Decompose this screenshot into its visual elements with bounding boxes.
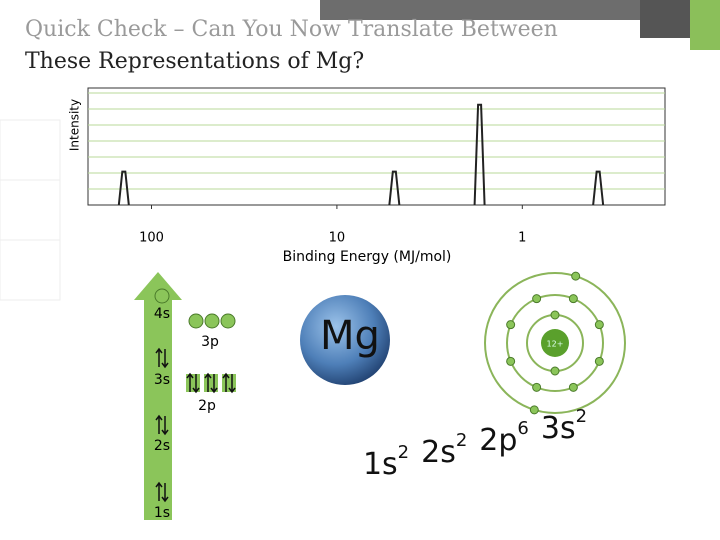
empty-orbital (204, 313, 220, 329)
y-axis-label: Intensity (68, 99, 82, 151)
electron (568, 294, 578, 304)
orbital-diagram: 4s 3p 3s 2p 2s 1s (134, 272, 236, 521)
orbital-label: 2s (154, 438, 170, 454)
x-tick-label: 100 (139, 231, 164, 246)
electron-count: 2 (576, 406, 587, 427)
title: These Representations of Mg? (25, 49, 364, 74)
header-block (640, 0, 690, 38)
atom-symbol: Mg (320, 313, 380, 359)
empty-orbital (220, 313, 236, 329)
empty-orbital (154, 288, 170, 304)
electron-pair (186, 372, 200, 394)
electron (571, 271, 581, 281)
orbital-term: 1s (363, 447, 398, 482)
header-bar (320, 0, 720, 20)
nucleus (541, 329, 569, 357)
electron-pair (155, 414, 169, 436)
title: Quick Check – Can You Now Translate Betw… (25, 17, 558, 42)
electron (594, 356, 604, 366)
x-tick-label: 1 (518, 231, 526, 246)
orbital-term: 3s (541, 411, 576, 446)
plot-frame (87, 87, 666, 206)
header-accent (690, 0, 720, 50)
grid (88, 92, 665, 190)
orbital-term: 2p (479, 423, 517, 458)
electron-pair (155, 347, 169, 369)
x-axis-label: Binding Energy (MJ/mol) (283, 249, 452, 265)
electron (506, 356, 516, 366)
orbital-term: 2s (421, 435, 456, 470)
electron-pair (155, 481, 169, 503)
electron-count: 2 (398, 442, 409, 463)
electron-pair (204, 372, 218, 394)
bohr-model: 12+ (484, 271, 626, 415)
peak (592, 170, 605, 206)
electron-configuration: 1s2 2s2 2p6 3s2 (363, 406, 587, 482)
electron-count: 6 (517, 418, 528, 439)
peak (388, 170, 401, 206)
orbital-label: 3s (154, 372, 170, 388)
orbital-label: 3p (201, 334, 219, 350)
atom-sphere (300, 295, 390, 385)
peak (473, 103, 486, 206)
electron (550, 366, 560, 376)
electron (529, 405, 539, 415)
background-grid (0, 119, 61, 301)
electron-count: 2 (456, 430, 467, 451)
peak (117, 170, 130, 206)
electron (594, 320, 604, 330)
orbital-label: 1s (154, 505, 170, 521)
x-tick-label: 10 (329, 231, 346, 246)
orbital-label: 4s (154, 306, 170, 322)
electron-pair (222, 372, 236, 394)
electron (506, 320, 516, 330)
electron (532, 294, 542, 304)
electron (568, 382, 578, 392)
orbital-label: 2p (198, 398, 216, 414)
nucleus-label: 12+ (547, 340, 564, 349)
electron (532, 382, 542, 392)
empty-orbital (188, 313, 204, 329)
electron (550, 310, 560, 320)
energy-arrow (134, 272, 182, 520)
